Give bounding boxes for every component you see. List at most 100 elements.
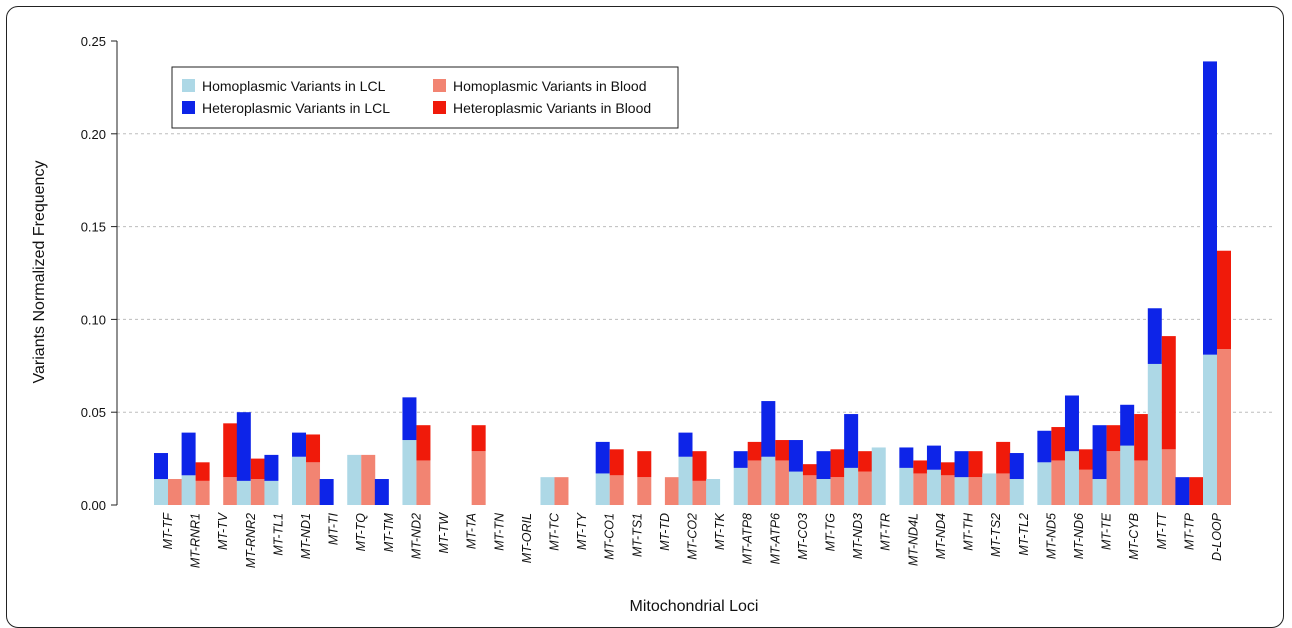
bar-mt-co1-heteroplasmic-variants-in-blood: [609, 449, 624, 476]
bar-mt-nd3-heteroplasmic-variants-in-blood: [858, 451, 873, 472]
x-tick-label: MT-TS1: [630, 513, 644, 557]
x-tick-label: MT-TS2: [989, 513, 1003, 557]
x-tick-label: MT-RNR2: [244, 513, 258, 568]
bar-mt-tv-heteroplasmic-variants-in-blood: [223, 423, 238, 478]
y-tick-label: 0.15: [81, 220, 106, 235]
legend-swatch: [182, 101, 195, 114]
bar-mt-nd2-heteroplasmic-variants-in-blood: [416, 425, 431, 461]
bar-mt-rnr1-homoplasmic-variants-in-blood: [195, 480, 210, 505]
x-tick-label: MT-ND4L: [906, 513, 920, 566]
bar-mt-nd4l-homoplasmic-variants-in-lcl: [899, 467, 914, 505]
x-tick-label: MT-TK: [713, 512, 727, 550]
x-tick-label: MT-CO1: [603, 513, 617, 560]
bar-mt-nd4l-heteroplasmic-variants-in-lcl: [899, 447, 914, 468]
bar-mt-rnr1-heteroplasmic-variants-in-lcl: [181, 432, 196, 476]
bar-mt-tl2-heteroplasmic-variants-in-lcl: [1009, 453, 1024, 480]
bar-mt-te-heteroplasmic-variants-in-lcl: [1092, 425, 1107, 480]
x-tick-label: MT-ND1: [299, 513, 313, 559]
bar-mt-co1-homoplasmic-variants-in-lcl: [595, 473, 610, 505]
bar-mt-tv-homoplasmic-variants-in-blood: [223, 477, 238, 505]
x-tick-label: MT-CO2: [686, 513, 700, 560]
bar-mt-atp8-heteroplasmic-variants-in-lcl: [733, 451, 748, 468]
bar-mt-tr-homoplasmic-variants-in-lcl: [871, 447, 886, 505]
bar-mt-tl1-homoplasmic-variants-in-lcl: [264, 480, 279, 505]
bar-mt-atp6-heteroplasmic-variants-in-blood: [775, 440, 790, 461]
bar-d-loop-homoplasmic-variants-in-blood: [1217, 349, 1231, 505]
bar-mt-ts2-homoplasmic-variants-in-lcl: [982, 473, 997, 505]
bar-mt-nd5-homoplasmic-variants-in-blood: [1051, 460, 1066, 505]
legend-label: Heteroplasmic Variants in LCL: [202, 100, 390, 116]
bar-mt-tf-homoplasmic-variants-in-blood: [168, 479, 182, 505]
bar-d-loop-heteroplasmic-variants-in-blood: [1217, 250, 1231, 350]
legend-box: [171, 66, 679, 129]
x-tick-label: MT-TC: [547, 512, 561, 551]
bar-mt-co2-heteroplasmic-variants-in-blood: [692, 451, 707, 481]
bar-mt-nd4-homoplasmic-variants-in-blood: [940, 475, 955, 505]
bar-mt-nd1-heteroplasmic-variants-in-blood: [306, 434, 321, 463]
x-tick-label: MT-CYB: [1127, 513, 1141, 560]
bar-mt-tg-heteroplasmic-variants-in-lcl: [816, 451, 831, 480]
bar-mt-co3-heteroplasmic-variants-in-lcl: [788, 440, 803, 472]
y-tick-label: 0.25: [81, 34, 106, 49]
bar-mt-tq-homoplasmic-variants-in-lcl: [347, 454, 362, 505]
bar-mt-nd4-heteroplasmic-variants-in-lcl: [926, 445, 941, 470]
bar-mt-tl2-homoplasmic-variants-in-lcl: [1009, 479, 1024, 505]
bar-mt-ts2-homoplasmic-variants-in-blood: [996, 473, 1011, 505]
x-tick-label: MT-ND4: [934, 513, 948, 559]
x-tick-label: MT-TA: [465, 513, 479, 549]
bar-mt-co2-heteroplasmic-variants-in-lcl: [678, 432, 693, 457]
x-tick-label: MT-TL1: [271, 513, 285, 556]
bar-mt-nd1-heteroplasmic-variants-in-lcl: [292, 432, 307, 457]
x-tick-label: MT-TF: [161, 512, 175, 550]
legend-label: Heteroplasmic Variants in Blood: [453, 100, 651, 116]
bar-mt-nd2-heteroplasmic-variants-in-lcl: [402, 397, 417, 441]
bar-mt-nd5-heteroplasmic-variants-in-lcl: [1037, 430, 1052, 463]
x-tick-label: MT-ORIL: [520, 513, 534, 563]
bar-mt-nd4l-heteroplasmic-variants-in-blood: [913, 460, 928, 474]
bar-mt-ta-homoplasmic-variants-in-blood: [471, 451, 486, 505]
legend: Homoplasmic Variants in LCL Homoplasmic V…: [171, 66, 679, 129]
bar-mt-tt-homoplasmic-variants-in-blood: [1161, 449, 1176, 505]
bar-mt-co1-heteroplasmic-variants-in-lcl: [595, 441, 610, 474]
x-tick-label: MT-ND6: [1072, 513, 1086, 559]
bar-mt-tt-homoplasmic-variants-in-lcl: [1147, 363, 1162, 505]
x-tick-label: D-LOOP: [1210, 512, 1224, 561]
x-tick-label: MT-ATP8: [741, 513, 755, 564]
bar-mt-nd5-heteroplasmic-variants-in-blood: [1051, 427, 1066, 461]
x-tick-label: MT-TY: [575, 511, 589, 550]
x-tick-label: MT-CO3: [796, 513, 810, 560]
bar-mt-cyb-homoplasmic-variants-in-lcl: [1120, 445, 1135, 505]
bar-mt-nd4-homoplasmic-variants-in-lcl: [926, 469, 941, 505]
x-tick-label: MT-TI: [327, 512, 341, 545]
y-tick-label: 0.05: [81, 405, 106, 420]
bar-d-loop-heteroplasmic-variants-in-lcl: [1203, 61, 1217, 355]
bar-mt-tf-heteroplasmic-variants-in-lcl: [154, 453, 168, 480]
x-tick-label: MT-TV: [216, 511, 230, 550]
bar-mt-th-homoplasmic-variants-in-lcl: [954, 477, 969, 505]
bar-mt-rnr2-homoplasmic-variants-in-lcl: [236, 480, 251, 505]
bar-mt-ta-heteroplasmic-variants-in-blood: [471, 425, 486, 452]
bar-mt-co3-homoplasmic-variants-in-blood: [802, 475, 817, 505]
bar-mt-nd2-homoplasmic-variants-in-blood: [416, 460, 431, 505]
x-tick-label: MT-ATP6: [768, 513, 782, 564]
bar-mt-tk-homoplasmic-variants-in-lcl: [706, 479, 721, 505]
bar-mt-nd6-homoplasmic-variants-in-lcl: [1064, 451, 1079, 505]
bar-mt-tg-homoplasmic-variants-in-blood: [830, 477, 845, 505]
bar-mt-rnr1-heteroplasmic-variants-in-blood: [195, 462, 210, 481]
bar-mt-nd6-heteroplasmic-variants-in-lcl: [1064, 395, 1079, 452]
bar-mt-ts1-heteroplasmic-variants-in-blood: [637, 451, 652, 478]
bar-mt-rnr2-homoplasmic-variants-in-blood: [250, 479, 265, 505]
y-tick-label: 0.20: [81, 127, 106, 142]
bar-mt-nd1-homoplasmic-variants-in-lcl: [292, 456, 307, 505]
bar-mt-co3-heteroplasmic-variants-in-blood: [802, 464, 817, 476]
bar-mt-co2-homoplasmic-variants-in-blood: [692, 480, 707, 505]
bar-mt-ts2-heteroplasmic-variants-in-blood: [996, 441, 1011, 474]
bar-d-loop-homoplasmic-variants-in-lcl: [1203, 354, 1217, 505]
bar-mt-atp8-heteroplasmic-variants-in-blood: [747, 441, 762, 461]
bar-chart: 0.000.050.100.150.200.25 MT-TF MT-RNR1 MT-…: [31, 34, 1274, 613]
y-axis: 0.00 0.05 0.10 0.15 0.20 0.25: [81, 34, 118, 513]
x-tick-label: MT-TM: [382, 512, 396, 552]
bar-mt-tl1-heteroplasmic-variants-in-lcl: [264, 454, 279, 481]
x-tick-label: MT-TL2: [1017, 513, 1031, 556]
bar-mt-nd3-homoplasmic-variants-in-blood: [858, 471, 873, 505]
